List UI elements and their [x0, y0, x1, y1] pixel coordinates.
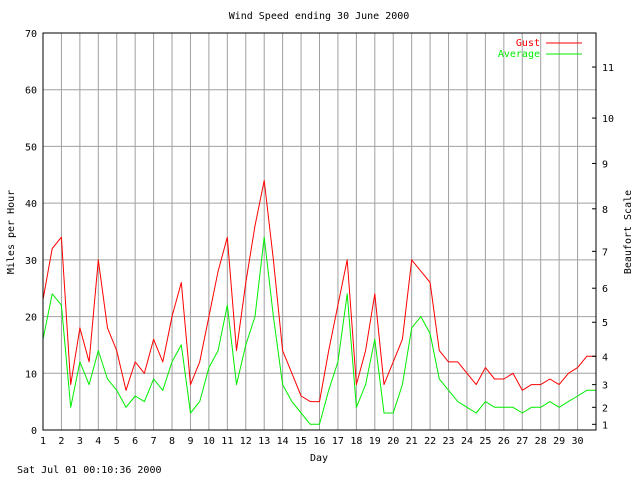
- x-tick-label-18: 18: [350, 436, 362, 447]
- x-tick-label-25: 25: [479, 436, 491, 447]
- y-tick-label-20: 20: [25, 313, 37, 324]
- x-tick-label-15: 15: [295, 436, 307, 447]
- beaufort-axis-ticks: 1 2 3 4 5 6 7 8 9 10 11: [592, 63, 614, 431]
- x-tick-label-4: 4: [95, 436, 101, 447]
- x-axis-label: Day: [310, 453, 328, 464]
- y-axis-label: Miles per Hour: [6, 190, 17, 274]
- x-tick-label-6: 6: [132, 436, 138, 447]
- legend-label-average: Average: [498, 49, 540, 60]
- x-tick-label-11: 11: [221, 436, 233, 447]
- y-tick-label-30: 30: [25, 256, 37, 267]
- x-tick-label-13: 13: [258, 436, 270, 447]
- x-tick-label-1: 1: [40, 436, 46, 447]
- beaufort-tick-label-7: 7: [602, 247, 608, 258]
- y-tick-label-60: 60: [25, 86, 37, 97]
- y2-axis-label: Beaufort Scale: [623, 190, 634, 274]
- x-tick-label-21: 21: [406, 436, 418, 447]
- x-tick-label-30: 30: [572, 436, 584, 447]
- y-tick-label-10: 10: [25, 369, 37, 380]
- y-tick-label-0: 0: [31, 426, 37, 437]
- beaufort-tick-label-6: 6: [602, 284, 608, 295]
- x-tick-label-14: 14: [277, 436, 289, 447]
- beaufort-tick-label-1: 1: [602, 420, 608, 431]
- x-tick-label-27: 27: [516, 436, 528, 447]
- x-tick-label-5: 5: [114, 436, 120, 447]
- x-tick-label-7: 7: [151, 436, 157, 447]
- beaufort-tick-label-9: 9: [602, 159, 608, 170]
- x-tick-label-19: 19: [369, 436, 381, 447]
- x-tick-label-2: 2: [58, 436, 64, 447]
- series-line-gust: [42, 180, 596, 403]
- beaufort-tick-label-5: 5: [602, 318, 608, 329]
- x-tick-label-23: 23: [443, 436, 455, 447]
- x-tick-label-22: 22: [424, 436, 436, 447]
- x-tick-label-20: 20: [387, 436, 399, 447]
- beaufort-tick-label-11: 11: [602, 63, 614, 74]
- gridlines: [42, 33, 596, 430]
- beaufort-tick-label-4: 4: [602, 352, 608, 363]
- x-tick-label-9: 9: [187, 436, 193, 447]
- x-tick-label-28: 28: [535, 436, 547, 447]
- x-axis-ticks: 1 2 3 4 5 6 7 8 9 10 11 12 13 14 15 16 17 18 19 20 21 22 23 24 2…: [40, 436, 584, 447]
- x-tick-label-3: 3: [77, 436, 83, 447]
- y-tick-label-70: 70: [25, 29, 37, 40]
- x-tick-label-17: 17: [332, 436, 344, 447]
- chart-title: Wind Speed ending 30 June 2000: [229, 11, 410, 22]
- y-axis-ticks: 0 10 20 30 40 50 60 70: [25, 29, 37, 437]
- beaufort-tick-label-10: 10: [602, 114, 614, 125]
- x-tick-label-12: 12: [240, 436, 252, 447]
- beaufort-tick-label-3: 3: [602, 381, 608, 392]
- footer-timestamp: Sat Jul 01 00:10:36 2000: [17, 465, 162, 476]
- series-lines: [42, 180, 596, 425]
- y-tick-label-40: 40: [25, 199, 37, 210]
- x-tick-label-10: 10: [203, 436, 215, 447]
- x-tick-label-24: 24: [461, 436, 473, 447]
- legend: Gust Average: [498, 38, 582, 60]
- plot-frame: [42, 32, 597, 431]
- beaufort-tick-label-2: 2: [602, 403, 608, 414]
- beaufort-tick-label-8: 8: [602, 205, 608, 216]
- x-tick-label-16: 16: [313, 436, 325, 447]
- x-tick-label-8: 8: [169, 436, 175, 447]
- x-tick-label-29: 29: [553, 436, 565, 447]
- y-tick-label-50: 50: [25, 142, 37, 153]
- x-tick-label-26: 26: [498, 436, 510, 447]
- series-line-average: [42, 236, 596, 425]
- legend-label-gust: Gust: [516, 38, 540, 49]
